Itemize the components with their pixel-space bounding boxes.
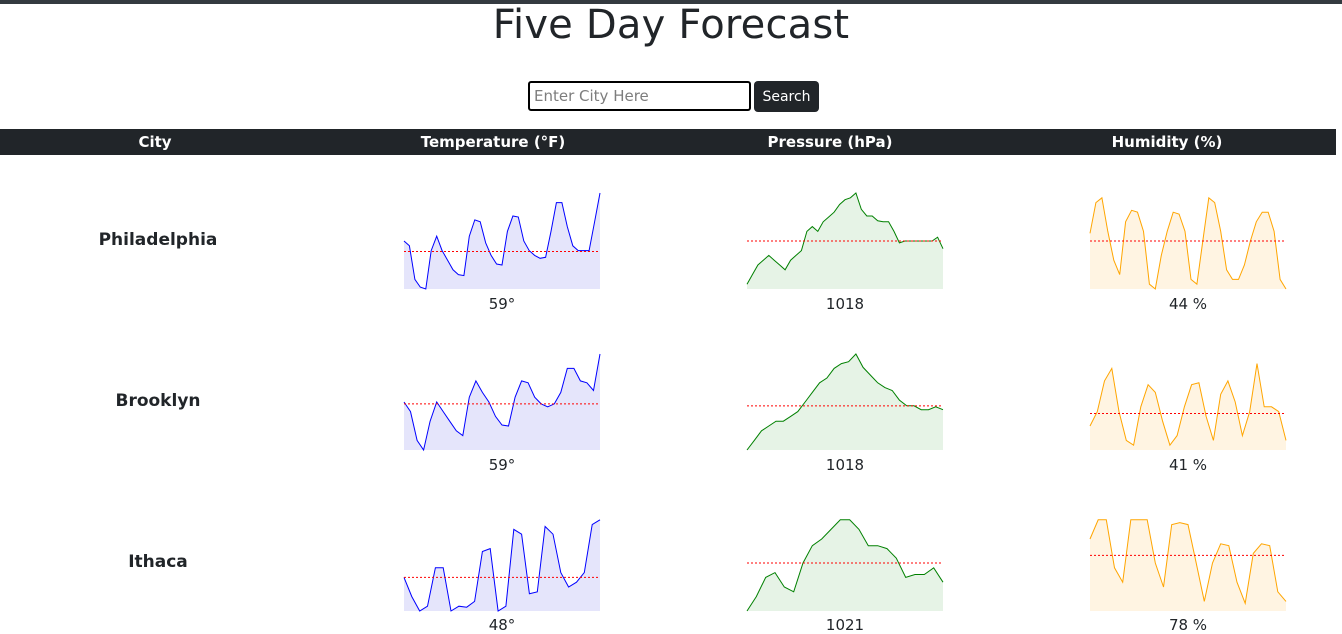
temperature-area-fill [404,519,600,611]
pressure-value: 1021 [825,616,865,634]
humidity-value: 78 % [1168,616,1208,634]
temperature-value: 59° [488,456,516,474]
city-name: Philadelphia [98,230,218,250]
temperature-series-line [403,192,601,290]
pressure-sparkline [746,519,944,612]
city-name: Ithaca [128,552,188,572]
temperature-value: 48° [488,616,516,634]
humidity-area-fill [1090,519,1286,611]
humidity-value: 44 % [1168,295,1208,313]
header-city: City [138,133,172,151]
header-pressure: Pressure (hPa) [767,133,893,151]
pressure-value: 1018 [825,295,865,313]
humidity-sparkline [1089,363,1287,450]
search-button[interactable]: Search [754,81,819,112]
temperature-series-line [403,519,601,612]
pressure-value: 1018 [825,456,865,474]
header-temperature: Temperature (°F) [420,133,566,151]
temperature-area-fill [404,193,600,289]
humidity-sparkline [1089,519,1287,611]
pressure-area-fill [747,519,943,611]
pressure-series-line [746,353,944,451]
pressure-sparkline [746,192,944,289]
temperature-sparkline [403,353,601,452]
pressure-series-line [746,519,944,612]
humidity-area-fill [1090,197,1286,289]
city-name: Brooklyn [115,391,201,411]
pressure-area-fill [747,354,943,450]
humidity-series-line [1089,196,1287,290]
pressure-series-line [746,192,944,285]
humidity-value: 41 % [1168,456,1208,474]
humidity-series-line [1089,519,1287,606]
header-humidity: Humidity (%) [1111,133,1223,151]
pressure-sparkline [746,353,944,451]
temperature-sparkline [403,519,601,612]
temperature-value: 59° [488,295,516,313]
top-border [0,0,1342,4]
humidity-area-fill [1090,363,1286,450]
humidity-sparkline [1089,196,1287,290]
table-header: City Temperature (°F) Pressure (hPa) Hum… [0,129,1336,155]
page-title: Five Day Forecast [492,2,850,48]
city-search-input[interactable] [528,81,751,111]
temperature-sparkline [403,192,601,290]
humidity-series-line [1089,363,1287,447]
temperature-series-line [403,353,601,452]
